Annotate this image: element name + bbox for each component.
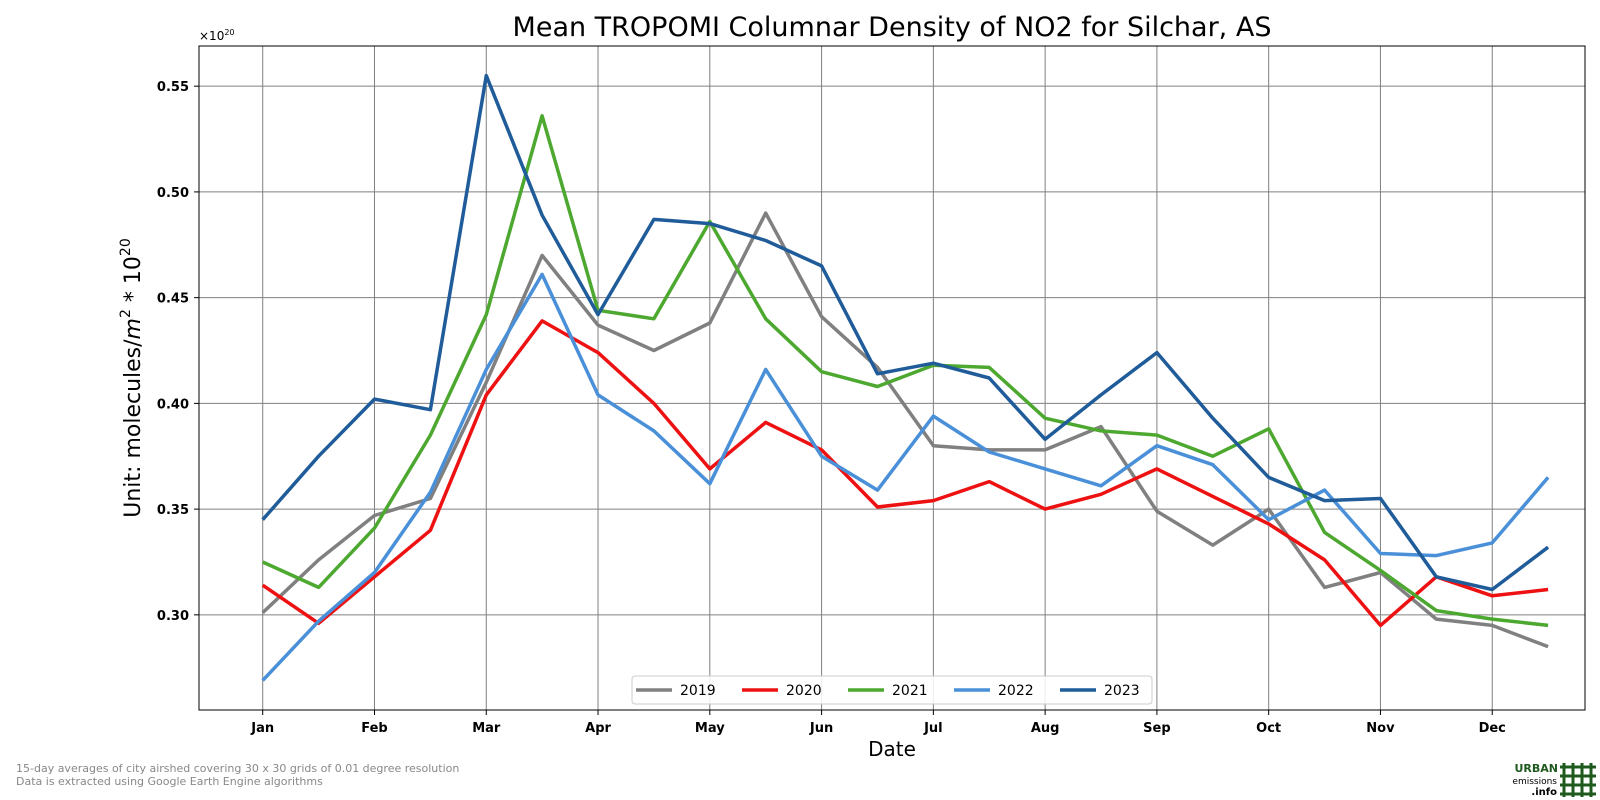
legend-label-2022: 2022	[998, 683, 1034, 699]
series-line-2019	[261, 211, 1549, 649]
legend-label-2021: 2021	[892, 683, 928, 699]
x-tick-label: Jan	[250, 721, 274, 736]
y-tick-label: 0.35	[157, 503, 189, 518]
x-tick-label: May	[695, 721, 725, 736]
series-line-2023	[261, 73, 1550, 592]
x-axis-ticks: Jan Feb Mar Apr May Jun Jul Aug Sep Oct Nov Dec	[250, 710, 1506, 736]
x-tick-label: Mar	[472, 721, 501, 736]
series-line-2020	[261, 319, 1549, 628]
legend-label-2020: 2020	[786, 683, 822, 699]
logo-text-emissions: emissions	[1512, 777, 1557, 787]
chart-title: Mean TROPOMI Columnar Density of NO2 for…	[513, 12, 1272, 43]
x-tick-label: Oct	[1256, 721, 1281, 736]
y-multiplier: ×1020	[199, 28, 235, 43]
y-tick-label: 0.40	[157, 397, 189, 412]
series-line-2021	[261, 114, 1549, 628]
series-line-2022	[261, 272, 1550, 682]
legend-label-2023: 2023	[1104, 683, 1140, 699]
plot-frame	[198, 45, 1586, 711]
legend-label-2019: 2019	[680, 683, 716, 699]
logo-grid-icon	[1560, 763, 1596, 797]
x-tick-label: Apr	[585, 721, 611, 736]
legend-box	[631, 675, 1153, 705]
x-tick-label: Aug	[1031, 721, 1060, 736]
x-tick-label: Dec	[1479, 721, 1506, 736]
y-tick-label: 0.45	[157, 292, 189, 307]
y-tick-label: 0.55	[157, 80, 189, 95]
x-tick-label: Jun	[809, 721, 833, 736]
x-tick-label: Feb	[361, 721, 387, 736]
y-axis-label: Unit: molecules/m2 * 1020	[118, 238, 146, 517]
y-tick-label: 0.30	[157, 609, 189, 624]
series-lines	[261, 73, 1550, 682]
x-tick-label: Jul	[923, 721, 943, 736]
urban-emissions-logo: URBAN emissions .info	[1512, 762, 1596, 798]
x-axis-label: Date	[868, 737, 916, 761]
y-tick-label: 0.50	[157, 186, 189, 201]
footnote-line-2: Data is extracted using Google Earth Eng…	[16, 775, 323, 788]
grid-lines	[199, 46, 1585, 710]
x-tick-label: Nov	[1366, 721, 1395, 736]
footnote-line-1: 15-day averages of city airshed covering…	[16, 762, 460, 775]
logo-text-urban: URBAN	[1514, 762, 1558, 775]
logo-text-info: .info	[1531, 787, 1557, 798]
y-axis-ticks: 0.30 0.35 0.40 0.45 0.50 0.55	[157, 80, 199, 624]
legend: 2019 2020 2021 2022 2023	[631, 675, 1153, 705]
x-tick-label: Sep	[1143, 721, 1171, 736]
